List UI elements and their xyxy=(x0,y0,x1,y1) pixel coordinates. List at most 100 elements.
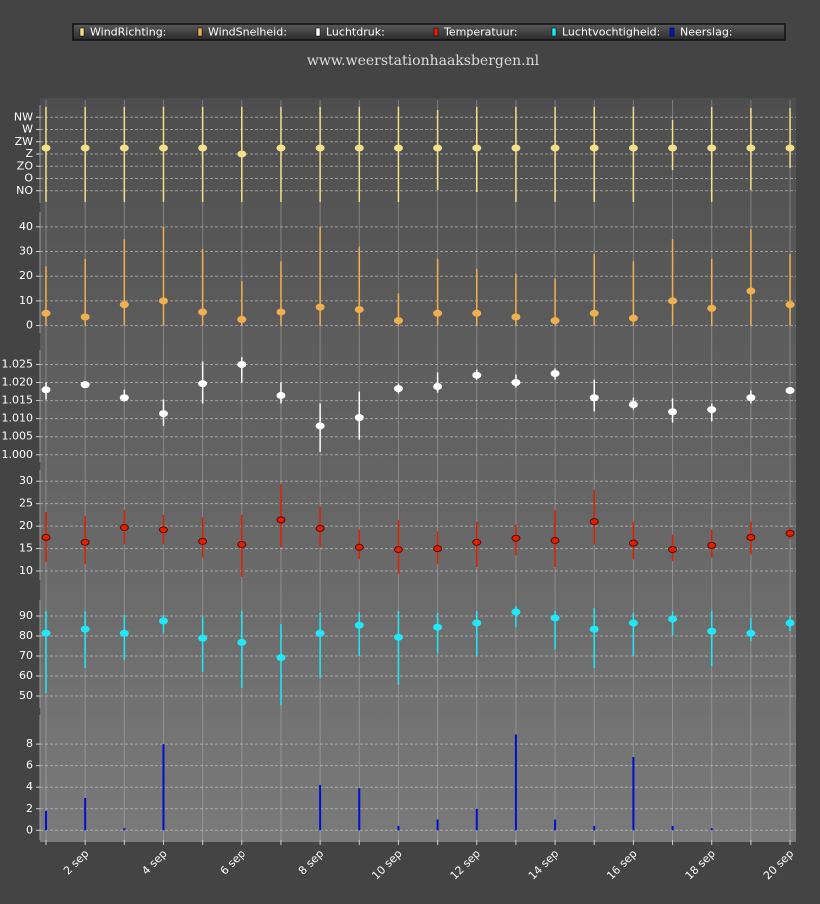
y-tick-label: 40 xyxy=(19,220,33,233)
value-dot xyxy=(746,533,756,541)
value-dot xyxy=(433,144,443,152)
value-dot xyxy=(80,381,90,389)
y-tick-label: NO xyxy=(16,184,33,197)
value-dot xyxy=(589,309,599,317)
bar xyxy=(671,825,674,831)
y-tick-label: 1.010 xyxy=(2,412,34,425)
value-dot xyxy=(315,303,325,311)
value-dot xyxy=(119,629,129,637)
value-dot xyxy=(354,144,364,152)
value-dot xyxy=(393,545,403,553)
value-dot xyxy=(707,144,717,152)
value-dot xyxy=(315,144,325,152)
y-tick-label: 8 xyxy=(26,737,33,750)
value-dot xyxy=(393,385,403,393)
legend-swatch xyxy=(433,27,439,37)
value-dot xyxy=(628,619,638,627)
value-dot xyxy=(393,144,403,152)
value-dot xyxy=(315,629,325,637)
bar xyxy=(632,757,635,831)
bar xyxy=(475,808,478,831)
value-dot xyxy=(276,308,286,316)
bar xyxy=(84,797,87,831)
value-dot xyxy=(668,144,678,152)
value-dot xyxy=(354,414,364,422)
value-dot xyxy=(276,654,286,662)
legend-label: Neerslag: xyxy=(680,26,733,39)
value-dot xyxy=(589,144,599,152)
value-dot xyxy=(668,297,678,305)
value-dot xyxy=(237,541,247,549)
y-tick-label: 20 xyxy=(19,519,33,532)
bar xyxy=(514,734,517,831)
y-tick-label: 10 xyxy=(19,294,33,307)
value-dot xyxy=(198,634,208,642)
legend-swatch xyxy=(79,27,85,37)
value-dot xyxy=(393,317,403,325)
value-dot xyxy=(158,526,168,534)
value-dot xyxy=(237,150,247,158)
value-dot xyxy=(707,406,717,414)
value-dot xyxy=(785,386,795,394)
value-dot xyxy=(198,380,208,388)
y-tick-label: 0 xyxy=(26,823,33,836)
bar xyxy=(397,825,400,831)
value-dot xyxy=(550,369,560,377)
y-tick-label: 1.005 xyxy=(2,430,34,443)
y-tick-label: 6 xyxy=(26,759,33,772)
value-dot xyxy=(472,144,482,152)
value-dot xyxy=(41,533,51,541)
bar xyxy=(554,819,557,831)
value-dot xyxy=(354,543,364,551)
value-dot xyxy=(550,144,560,152)
value-dot xyxy=(511,608,521,616)
value-dot xyxy=(315,422,325,430)
value-dot xyxy=(707,627,717,635)
bar xyxy=(593,825,596,831)
legend xyxy=(72,23,786,41)
value-dot xyxy=(119,301,129,309)
value-dot xyxy=(472,309,482,317)
value-dot xyxy=(433,382,443,390)
value-dot xyxy=(550,614,560,622)
legend-swatch xyxy=(315,27,321,37)
y-tick-label: 15 xyxy=(19,542,33,555)
value-dot xyxy=(472,538,482,546)
legend-label: Luchtdruk: xyxy=(326,26,385,39)
y-tick-label: 1.015 xyxy=(2,394,34,407)
value-dot xyxy=(80,538,90,546)
y-tick-label: 4 xyxy=(26,780,33,793)
value-dot xyxy=(237,315,247,323)
subtitle: www.weerstationhaaksbergen.nl xyxy=(307,53,540,69)
value-dot xyxy=(119,144,129,152)
y-tick-label: 0 xyxy=(26,319,33,332)
value-dot xyxy=(746,394,756,402)
value-dot xyxy=(119,394,129,402)
value-dot xyxy=(746,144,756,152)
value-dot xyxy=(589,625,599,633)
y-tick-label: 1.000 xyxy=(2,448,34,461)
value-dot xyxy=(80,625,90,633)
value-dot xyxy=(80,144,90,152)
bar xyxy=(436,819,439,831)
value-dot xyxy=(433,309,443,317)
y-tick-label: Z xyxy=(25,147,33,160)
y-tick-label: 20 xyxy=(19,269,33,282)
value-dot xyxy=(628,144,638,152)
value-dot xyxy=(511,313,521,321)
value-dot xyxy=(707,304,717,312)
value-dot xyxy=(158,144,168,152)
value-dot xyxy=(433,545,443,553)
value-dot xyxy=(628,314,638,322)
value-dot xyxy=(158,410,168,418)
value-dot xyxy=(785,144,795,152)
value-dot xyxy=(589,518,599,526)
value-dot xyxy=(276,144,286,152)
bar xyxy=(123,828,126,831)
value-dot xyxy=(237,360,247,368)
y-tick-label: 90 xyxy=(19,609,33,622)
value-dot xyxy=(354,306,364,314)
y-tick-label: 25 xyxy=(19,497,33,510)
value-dot xyxy=(668,408,678,416)
